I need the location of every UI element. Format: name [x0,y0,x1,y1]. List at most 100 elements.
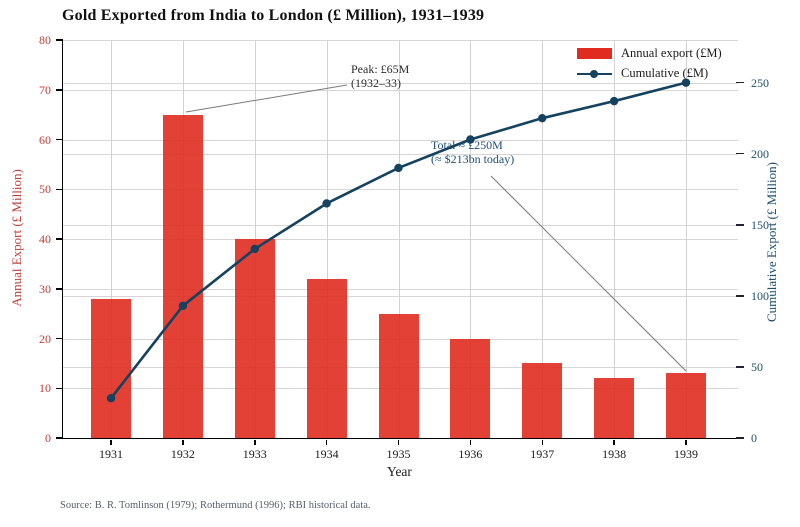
x-tick-label: 1937 [530,447,555,461]
left-tick-mark [56,288,63,290]
annotation-peak-line: (1932–33) [351,76,401,90]
bar-1934 [306,278,347,438]
annotation-total-line: (≈ $213bn today) [431,152,515,166]
left-tick-mark [56,89,63,91]
left-tick-mark [56,387,63,389]
chart-title: Gold Exported from India to London (£ Mi… [62,7,485,24]
data-point-1937 [538,113,547,123]
bar-1933 [234,239,275,438]
left-tick-label: 50 [39,182,51,197]
x-tick-label: 1938 [602,447,627,461]
data-point-1933 [250,244,259,254]
x-axis-title: Year [387,464,412,479]
legend-bar-swatch [577,48,612,59]
cumulative-line-chart [106,78,691,403]
right-tick-label: 200 [751,146,769,161]
grid-line-h [63,189,738,191]
right-tick-mark [736,437,744,439]
source-note: Source: B. R. Tomlinson (1979); Rothermu… [60,500,371,511]
grid-line-v [686,40,687,438]
bar-1939 [666,373,706,438]
leader-line-total [490,175,687,372]
bar-1932 [162,114,203,438]
x-tick-mark [469,439,472,445]
leader-line-peak [185,84,348,113]
x-tick-label: 1935 [386,447,411,461]
data-point-1931 [106,394,116,403]
x-tick-mark [182,439,184,445]
legend-dot-icon [590,69,598,78]
x-tick-label: 1932 [170,447,195,461]
right-tick-label: 0 [751,431,757,445]
annotation-peak: Peak: £65M (1932–33) [351,62,409,90]
x-tick-label: 1933 [242,447,267,461]
right-tick-label: 250 [751,75,769,90]
grid-line-v [542,40,544,438]
legend-line-marker [577,68,612,80]
x-tick-label: 1936 [458,447,483,461]
left-tick-label: 0 [45,431,51,445]
grid-line-h [63,239,738,240]
plot-area: Peak: £65M (1932–33) Total ≈ £250M (≈ $213b… [39,33,769,461]
data-point-1939 [681,78,691,87]
legend-entry-cumulative: Cumulative (£M) [577,66,722,81]
left-tick-mark [56,437,63,439]
data-point-1932 [178,301,188,311]
bar-1936 [450,338,491,438]
right-tick-label: 50 [751,359,763,374]
x-tick-mark [110,439,112,445]
legend-label-cumulative: Cumulative (£M) [621,66,709,80]
grid-line-v [111,40,112,438]
left-tick-label: 10 [39,381,51,396]
data-point-1935 [394,163,403,173]
bar-1937 [522,363,563,438]
data-point-1936 [466,135,475,144]
left-tick-mark [56,337,63,340]
left-tick-label: 20 [39,331,51,346]
right-tick-mark [736,152,744,155]
left-tick-label: 30 [39,281,51,296]
left-tick-mark [56,39,63,41]
grid-line-h [63,224,738,226]
right-tick-label: 150 [751,217,769,232]
grid-line-v [614,40,616,438]
x-tick-label: 1931 [99,447,123,461]
left-tick-label: 40 [39,232,51,246]
grid-line-h [63,89,738,91]
right-tick-mark [736,81,744,84]
x-tick-label: 1934 [314,447,339,461]
right-tick-mark [736,295,744,297]
cumulative-line [109,81,687,399]
left-tick-mark [56,188,63,190]
right-tick-mark [736,366,744,368]
grid-line-v [326,40,328,438]
grid-line-h [63,82,738,84]
left-tick-mark [56,138,63,141]
data-point-1938 [609,96,619,106]
grid-line-h [63,288,738,290]
grid-line-h [63,295,738,297]
x-tick-mark [325,439,328,445]
bar-1931 [91,298,131,438]
grid-line-h [63,40,738,41]
grid-line-h [63,139,738,141]
legend: Annual export (£M) Cumulative (£M) [577,46,722,81]
legend-label-annual: Annual export (£M) [621,46,722,60]
legend-entry-annual: Annual export (£M) [577,46,722,61]
left-tick-mark [56,238,63,240]
left-tick-label: 80 [39,33,51,47]
bar-1938 [594,378,635,438]
grid-line-v [398,40,400,438]
x-tick-label: 1939 [674,447,698,461]
left-tick-label: 60 [39,132,51,147]
grid-line-h [63,153,738,155]
grid-line-v [470,40,472,438]
x-tick-mark [685,439,687,445]
right-tick-label: 100 [751,288,769,303]
bar-1935 [378,313,419,438]
left-tick-label: 70 [39,82,51,97]
right-tick-mark [736,224,744,226]
x-tick-mark [254,439,256,445]
annotation-peak-line: Peak: £65M [351,62,410,76]
